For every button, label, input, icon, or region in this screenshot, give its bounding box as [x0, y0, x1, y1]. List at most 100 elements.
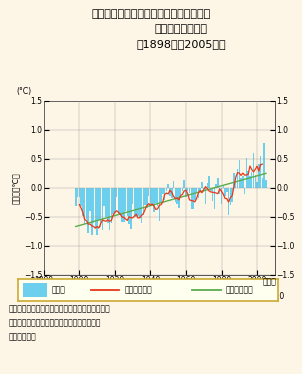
- Text: 年移動平均を、緑線は長期傾向を示す。: 年移動平均を、緑線は長期傾向を示す。: [9, 319, 101, 328]
- Bar: [130, 188, 132, 229]
- Bar: [88, 188, 89, 233]
- Bar: [217, 178, 219, 188]
- Bar: [189, 188, 190, 193]
- Bar: [114, 188, 116, 213]
- Bar: [176, 188, 178, 203]
- Bar: [260, 156, 261, 188]
- Bar: [212, 188, 214, 201]
- Bar: [155, 188, 156, 203]
- Bar: [258, 164, 260, 188]
- Bar: [187, 188, 188, 191]
- Bar: [196, 188, 198, 193]
- Bar: [171, 188, 172, 198]
- Bar: [219, 188, 220, 194]
- Bar: [23, 283, 47, 297]
- Bar: [77, 188, 78, 197]
- Bar: [109, 188, 110, 230]
- Bar: [228, 188, 230, 215]
- Bar: [240, 178, 242, 188]
- Bar: [84, 188, 85, 224]
- Bar: [79, 188, 80, 197]
- Text: 図１－１－２　日本の年平均地上気温の: 図１－１－２ 日本の年平均地上気温の: [92, 9, 210, 19]
- Bar: [178, 188, 180, 208]
- Bar: [253, 153, 254, 188]
- Bar: [183, 180, 185, 188]
- Bar: [246, 158, 247, 188]
- Text: 平年差の経年変化: 平年差の経年変化: [155, 24, 208, 34]
- Bar: [139, 188, 140, 218]
- Text: 1950: 1950: [159, 292, 178, 301]
- Bar: [167, 184, 169, 188]
- Bar: [91, 188, 92, 235]
- Bar: [262, 178, 263, 188]
- Text: 1970: 1970: [194, 292, 214, 301]
- Bar: [141, 188, 142, 223]
- Bar: [207, 183, 208, 188]
- Bar: [210, 188, 212, 191]
- Bar: [112, 188, 114, 214]
- Bar: [215, 184, 217, 188]
- Bar: [221, 188, 222, 203]
- Bar: [256, 182, 258, 188]
- Bar: [111, 188, 112, 223]
- Bar: [132, 188, 133, 204]
- Text: 1910: 1910: [88, 292, 107, 301]
- Bar: [148, 188, 149, 196]
- Bar: [191, 188, 192, 209]
- Bar: [164, 188, 165, 200]
- Bar: [192, 188, 194, 209]
- Bar: [93, 188, 94, 223]
- Bar: [199, 188, 201, 191]
- Bar: [182, 188, 183, 191]
- Text: ５年移動平均: ５年移動平均: [125, 286, 152, 295]
- Bar: [135, 188, 137, 217]
- Bar: [201, 182, 203, 188]
- Bar: [151, 188, 153, 205]
- Bar: [89, 188, 91, 211]
- Bar: [198, 188, 199, 198]
- Bar: [249, 177, 251, 188]
- Bar: [125, 188, 126, 211]
- Bar: [118, 188, 119, 215]
- Bar: [180, 188, 182, 196]
- Bar: [169, 188, 171, 196]
- Bar: [233, 174, 235, 188]
- Bar: [96, 188, 98, 236]
- Text: （年）: （年）: [262, 278, 276, 286]
- Y-axis label: 平年差（℃）: 平年差（℃）: [12, 172, 21, 204]
- Bar: [120, 188, 121, 215]
- Bar: [80, 188, 82, 206]
- Bar: [100, 188, 101, 227]
- Bar: [208, 177, 210, 188]
- Text: 1990: 1990: [230, 292, 249, 301]
- Bar: [247, 171, 249, 188]
- Bar: [239, 160, 240, 188]
- Bar: [175, 188, 176, 202]
- Bar: [166, 188, 167, 191]
- Bar: [150, 188, 151, 204]
- Text: 平年差: 平年差: [52, 286, 66, 295]
- Bar: [146, 188, 148, 208]
- Text: 注：棒グラフは各年の値。赤い線は各年の値の５: 注：棒グラフは各年の値。赤い線は各年の値の５: [9, 305, 111, 314]
- Bar: [226, 188, 228, 192]
- Bar: [75, 188, 76, 206]
- Bar: [230, 188, 231, 205]
- Text: 1930: 1930: [123, 292, 142, 301]
- Bar: [153, 188, 155, 212]
- Bar: [86, 188, 87, 219]
- Bar: [121, 188, 123, 221]
- Bar: [173, 181, 174, 188]
- Bar: [128, 188, 130, 224]
- Bar: [255, 175, 256, 188]
- Bar: [263, 143, 265, 188]
- Bar: [102, 188, 103, 230]
- Bar: [157, 188, 158, 206]
- Bar: [160, 188, 162, 203]
- Bar: [231, 188, 233, 202]
- Bar: [137, 188, 139, 216]
- Text: 1890: 1890: [52, 292, 71, 301]
- Text: 資料：気象庁: 資料：気象庁: [9, 332, 37, 341]
- Bar: [105, 188, 107, 217]
- Bar: [194, 188, 196, 200]
- Bar: [265, 180, 267, 188]
